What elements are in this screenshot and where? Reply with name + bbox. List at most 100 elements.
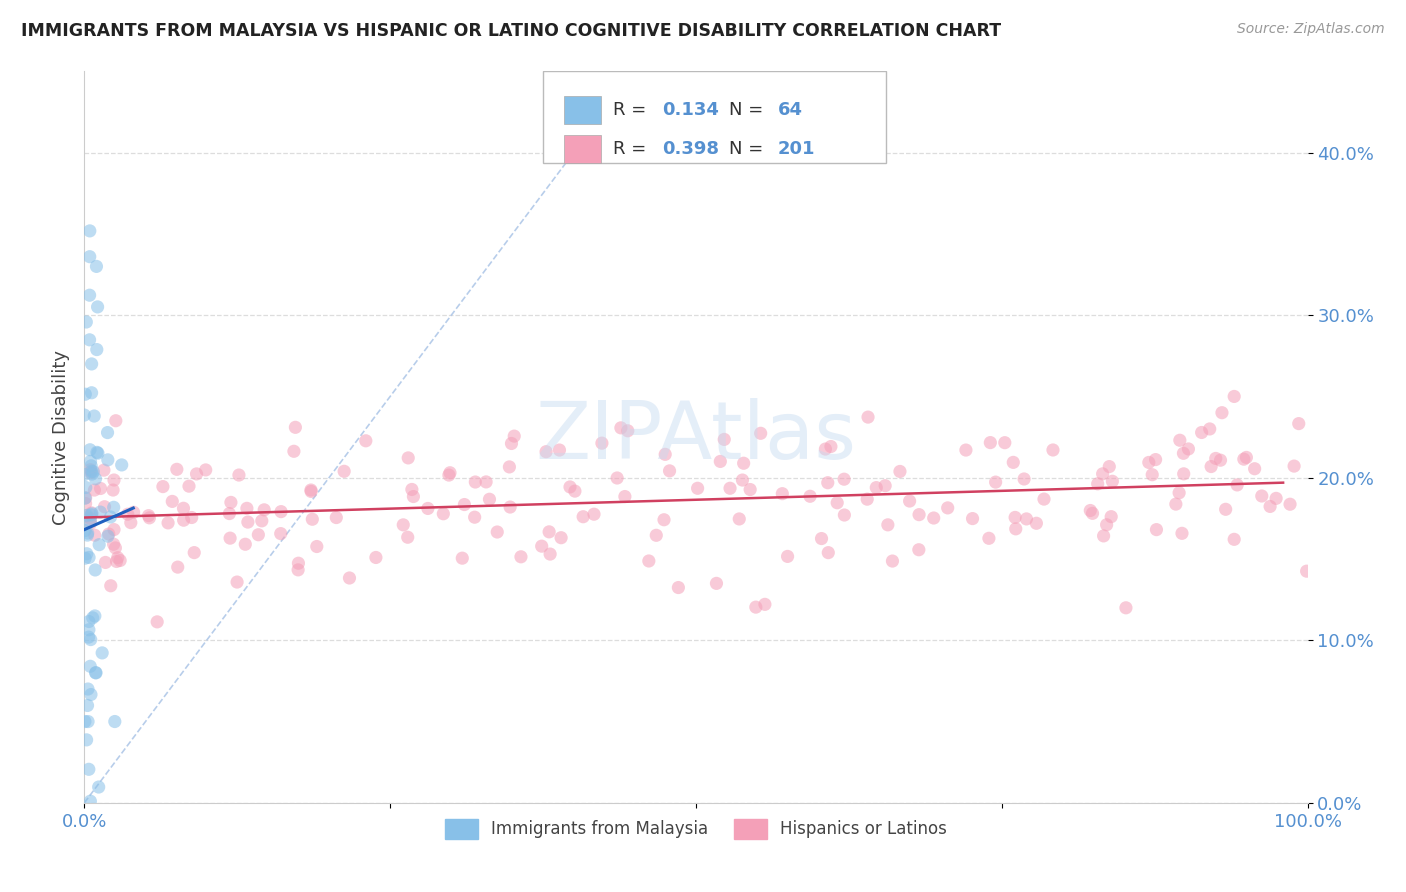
Point	[77, 550, 100, 565]
Point	[166, 560, 188, 574]
Point	[1004, 510, 1026, 524]
Point	[1168, 434, 1191, 448]
Point	[247, 527, 270, 541]
Point	[654, 447, 676, 461]
Point	[83, 608, 105, 623]
Point	[402, 490, 425, 504]
Point	[79, 794, 101, 808]
Point	[856, 410, 879, 425]
Text: ZIPAtlas: ZIPAtlas	[536, 398, 856, 476]
Point	[1223, 389, 1246, 403]
Point	[84, 472, 107, 486]
Point	[538, 524, 561, 539]
Point	[1033, 492, 1056, 507]
Point	[955, 443, 977, 458]
Point	[1199, 459, 1222, 474]
Point	[582, 507, 605, 521]
Point	[1205, 451, 1227, 466]
Point	[1171, 526, 1194, 541]
Point	[122, 505, 145, 519]
Point	[550, 531, 572, 545]
Point	[709, 454, 731, 468]
Point	[80, 507, 103, 521]
Point	[90, 482, 112, 496]
Point	[103, 537, 125, 551]
Point	[396, 450, 419, 465]
Point	[138, 508, 160, 523]
Point	[1015, 512, 1038, 526]
Point	[1223, 533, 1246, 547]
Point	[825, 496, 848, 510]
Point	[1282, 459, 1305, 474]
Point	[1209, 453, 1232, 467]
Point	[977, 531, 1000, 545]
Point	[499, 500, 522, 514]
Point	[1099, 509, 1122, 524]
Point	[814, 442, 837, 456]
Point	[1233, 452, 1256, 467]
Point	[706, 576, 728, 591]
Point	[305, 540, 328, 554]
Point	[76, 528, 98, 542]
Point	[194, 463, 217, 477]
Point	[301, 512, 323, 526]
Point	[364, 550, 387, 565]
Point	[79, 454, 101, 468]
Point	[103, 473, 125, 487]
Point	[73, 714, 96, 729]
Point	[84, 665, 107, 680]
Point	[75, 315, 97, 329]
Point	[228, 468, 250, 483]
Point	[652, 513, 675, 527]
FancyBboxPatch shape	[543, 71, 886, 163]
Point	[1177, 442, 1199, 456]
Point	[103, 500, 125, 515]
Point	[740, 483, 762, 497]
Point	[233, 537, 256, 551]
Point	[1101, 475, 1123, 489]
Point	[1144, 452, 1167, 467]
Point	[606, 471, 628, 485]
Point	[80, 464, 103, 478]
Point	[498, 459, 520, 474]
Point	[1087, 476, 1109, 491]
Point	[91, 646, 114, 660]
Point	[776, 549, 799, 564]
Point	[76, 732, 98, 747]
Point	[530, 539, 553, 553]
Point	[77, 615, 100, 629]
Point	[354, 434, 377, 448]
Point	[93, 463, 115, 477]
Point	[79, 514, 101, 528]
Point	[401, 483, 423, 497]
Point	[96, 425, 118, 440]
Text: N =: N =	[728, 102, 769, 120]
Point	[79, 250, 101, 264]
Text: 0.398: 0.398	[662, 140, 718, 158]
Point	[77, 762, 100, 776]
Point	[75, 497, 97, 511]
Point	[1002, 455, 1025, 469]
Point	[749, 426, 772, 441]
Text: 0.134: 0.134	[662, 102, 718, 120]
Point	[451, 551, 474, 566]
Point	[1012, 472, 1035, 486]
Point	[79, 333, 101, 347]
Point	[1191, 425, 1213, 440]
Point	[83, 528, 105, 542]
Point	[219, 531, 242, 545]
Point	[325, 510, 347, 524]
Point	[80, 506, 103, 520]
Point	[152, 480, 174, 494]
Point	[100, 579, 122, 593]
Point	[172, 501, 194, 516]
Point	[107, 550, 129, 565]
Point	[104, 714, 127, 729]
Point	[79, 463, 101, 477]
Point	[820, 440, 842, 454]
Y-axis label: Cognitive Disability: Cognitive Disability	[52, 350, 70, 524]
Point	[86, 343, 108, 357]
Text: R =: R =	[613, 102, 652, 120]
Point	[82, 611, 104, 625]
Point	[962, 511, 984, 525]
